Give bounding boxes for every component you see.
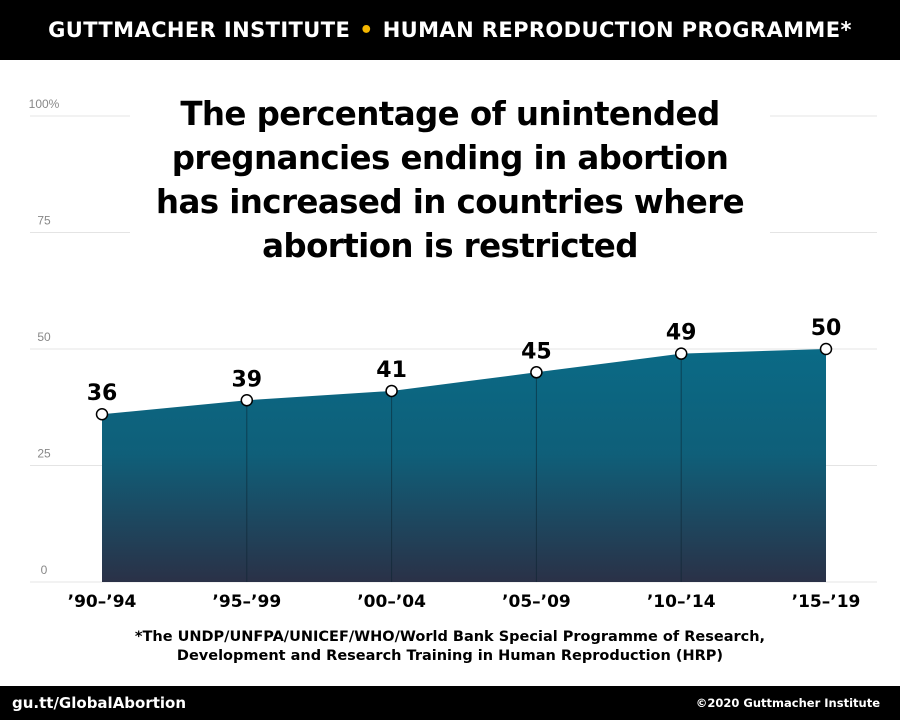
data-point — [95, 407, 109, 421]
footnote-line-1: *The UNDP/UNFPA/UNICEF/WHO/World Bank Sp… — [134, 629, 766, 645]
x-axis-ticks: ’90–’94 ’95–’99 ’00–’04 ’05–’09 ’10–’14 ’15–’… — [68, 592, 861, 612]
header-bar: GUTTMACHER INSTITUTE • HUMAN REPRODUCTIO… — [0, 0, 900, 60]
headline-line-3: has increased in countries where — [155, 183, 745, 221]
data-label: 45 — [521, 339, 552, 364]
y-tick-label: 75 — [37, 214, 51, 228]
x-tick-label: ’05–’09 — [502, 592, 571, 612]
y-tick-label: 0 — [41, 563, 48, 577]
data-point — [385, 384, 398, 398]
y-tick-label: 50 — [37, 330, 51, 344]
x-tick-label: ’10–’14 — [647, 592, 716, 612]
chart-area: 0 25 50 75 100% 36 39 41 45 49 50 ’90–’94’95–’99’… — [0, 60, 900, 620]
data-label: 39 — [231, 367, 262, 392]
data-label: 36 — [87, 381, 118, 406]
data-label: 49 — [666, 321, 697, 346]
x-tick-label: ’15–’19 — [792, 592, 861, 612]
footnote: *The UNDP/UNFPA/UNICEF/WHO/World Bank Sp… — [0, 628, 900, 666]
y-tick-label: 25 — [37, 447, 51, 461]
footer-copyright: ©2020 Guttmacher Institute — [695, 696, 880, 710]
header-programme-name: HUMAN REPRODUCTION PROGRAMME* — [382, 18, 852, 42]
data-point — [819, 342, 833, 356]
data-label: 50 — [811, 316, 842, 341]
headline-line-1: The percentage of unintended — [180, 95, 720, 133]
area-fill — [102, 349, 826, 582]
footer-bar: gu.tt/GlobalAbortion ©2020 Guttmacher In… — [0, 686, 900, 720]
data-labels: 36 39 41 45 49 50 — [87, 316, 842, 406]
headline-line-2: pregnancies ending in abortion — [171, 139, 729, 177]
data-point — [530, 366, 543, 379]
chart-headline: The percentage of unintended pregnancies… — [130, 90, 770, 270]
x-tick-label: ’95–’99 — [212, 592, 281, 612]
footer-url-link[interactable]: gu.tt/GlobalAbortion — [12, 694, 187, 712]
footnote-line-2: Development and Research Training in Hum… — [176, 648, 724, 664]
data-point — [240, 394, 254, 407]
y-tick-label: 100% — [29, 97, 60, 111]
header-org-name: GUTTMACHER INSTITUTE — [48, 18, 351, 42]
headline-line-4: abortion is restricted — [262, 227, 638, 265]
data-point — [674, 347, 688, 360]
x-tick-label: ’90–’94 — [68, 592, 137, 612]
area-series — [102, 349, 826, 582]
x-tick-label: ’00–’04 — [357, 592, 426, 612]
data-markers — [95, 342, 833, 421]
header-separator-dot: • — [359, 17, 374, 43]
drop-lines — [246, 353, 682, 582]
data-label: 41 — [376, 358, 407, 383]
